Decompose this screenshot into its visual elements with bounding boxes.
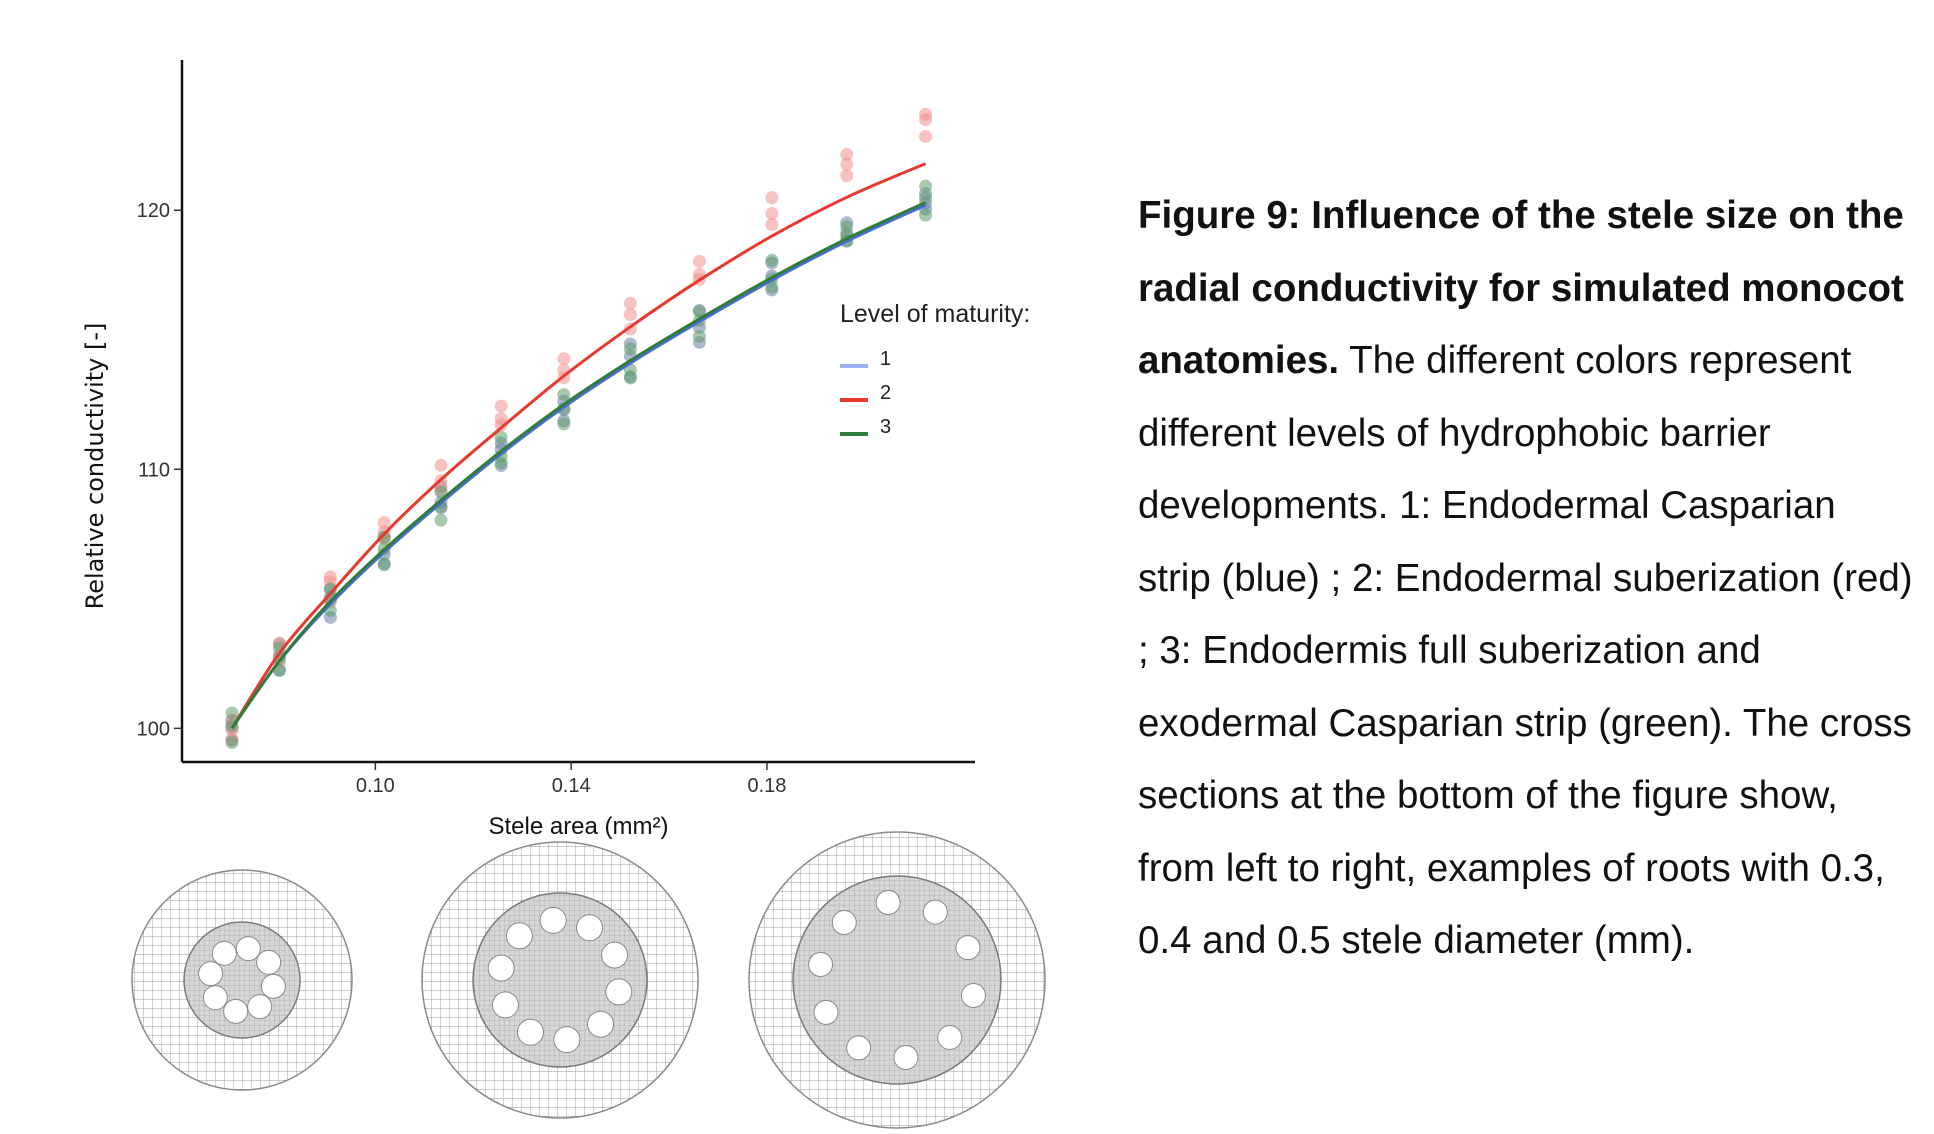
xylem-vessel: [487, 954, 515, 982]
caption-body: The different colors represent different…: [1138, 339, 1913, 962]
xylem-vessel: [960, 982, 986, 1008]
data-point-series-2: [494, 412, 508, 426]
data-point-series-3: [692, 329, 706, 343]
xylem-vessel: [247, 994, 273, 1020]
xylem-vessel: [937, 1024, 963, 1050]
x-tick-label: 0.10: [356, 775, 395, 797]
data-point-series-3: [225, 735, 239, 749]
data-point-series-2: [434, 458, 448, 472]
xylem-vessel: [893, 1044, 919, 1070]
data-point-series-2: [377, 516, 391, 530]
y-tick-label: 100: [137, 718, 170, 740]
data-point-series-3: [765, 253, 779, 267]
x-tick-label: 0.14: [552, 775, 591, 797]
y-tick-label: 120: [137, 200, 170, 222]
data-point-series-3: [557, 417, 571, 431]
xylem-vessel: [491, 991, 519, 1019]
data-point-series-3: [225, 706, 239, 720]
xylem-vessel: [202, 985, 228, 1011]
x-axis-label: Stele area (mm²): [488, 813, 668, 840]
data-point-series-3: [623, 342, 637, 356]
data-point-series-2: [494, 399, 508, 413]
conductivity-chart: 100 110 120 0.10 0.14 0.18 Stele area (mm²) Rel…: [81, 60, 1046, 1129]
xylem-vessel: [846, 1035, 872, 1061]
data-point-series-3: [272, 641, 286, 655]
data-point-series-3: [919, 208, 933, 222]
data-point-series-2: [765, 206, 779, 220]
data-point-series-2: [557, 352, 571, 366]
data-point-series-2: [765, 191, 779, 205]
y-axis-label: Relative conductivity [-]: [81, 323, 109, 610]
legend-label-series-2: 2: [880, 382, 891, 404]
figure-caption: Figure 9: Influence of the stele size on…: [1138, 180, 1918, 978]
data-point-series-3: [377, 530, 391, 544]
xylem-vessel: [605, 978, 633, 1006]
data-point-series-2: [692, 254, 706, 268]
data-point-series-2: [623, 296, 637, 310]
xylem-vessel: [831, 910, 857, 936]
data-point-series-3: [557, 388, 571, 402]
figure-panel: 100 110 120 0.10 0.14 0.18 Stele area (mm²) Rel…: [81, 60, 1046, 1129]
xylem-vessel: [211, 940, 237, 966]
data-point-series-3: [323, 582, 337, 596]
data-point-series-2: [840, 169, 854, 183]
xylem-vessel: [813, 999, 839, 1025]
legend-title: Level of maturity:: [840, 300, 1030, 328]
root-cross-sections: [131, 831, 1046, 1129]
xylem-vessel: [808, 952, 834, 978]
xylem-vessel: [539, 906, 567, 934]
xylem-vessel: [576, 914, 604, 942]
fit-line-series-2: [230, 162, 927, 730]
xylem-vessel: [516, 1018, 544, 1046]
data-point-series-3: [494, 430, 508, 444]
fit-line-series-3: [230, 201, 927, 730]
caption-title: Figure 9: Influence of the stele size on…: [1138, 194, 1904, 382]
xylem-vessel: [198, 961, 224, 987]
xylem-vessel: [875, 890, 901, 916]
xylem-vessel: [260, 973, 286, 999]
xylem-vessel: [553, 1026, 581, 1054]
data-point-series-2: [323, 570, 337, 584]
xylem-vessel: [955, 935, 981, 961]
data-point-series-2: [919, 130, 933, 144]
data-point-series-3: [692, 305, 706, 319]
data-point-series-2: [840, 157, 854, 171]
y-tick-label: 110: [138, 459, 170, 481]
legend-label-series-1: 1: [880, 348, 891, 370]
data-point-series-2: [840, 147, 854, 161]
legend-label-series-3: 3: [880, 416, 891, 438]
xylem-vessel: [587, 1010, 615, 1038]
data-point-series-3: [434, 485, 448, 499]
xylem-vessel: [922, 899, 948, 925]
xylem-vessel: [235, 936, 261, 962]
data-point-series-3: [919, 179, 933, 193]
xylem-vessel: [223, 998, 249, 1024]
xylem-vessel: [256, 949, 282, 975]
data-point-series-3: [919, 191, 933, 205]
data-point-series-2: [623, 308, 637, 322]
plot-area: 100 110 120 0.10 0.14 0.18 Stele area (mm²) Rel…: [81, 60, 1030, 840]
data-point-series-2: [919, 107, 933, 121]
xylem-vessel: [505, 922, 533, 950]
data-point-series-3: [840, 220, 854, 234]
data-point-series-3: [434, 513, 448, 527]
fit-line-series-1: [230, 203, 927, 730]
x-tick-label: 0.18: [747, 775, 786, 797]
data-point-series-2: [765, 218, 779, 232]
data-point-series-3: [377, 557, 391, 571]
xylem-vessel: [601, 941, 629, 969]
